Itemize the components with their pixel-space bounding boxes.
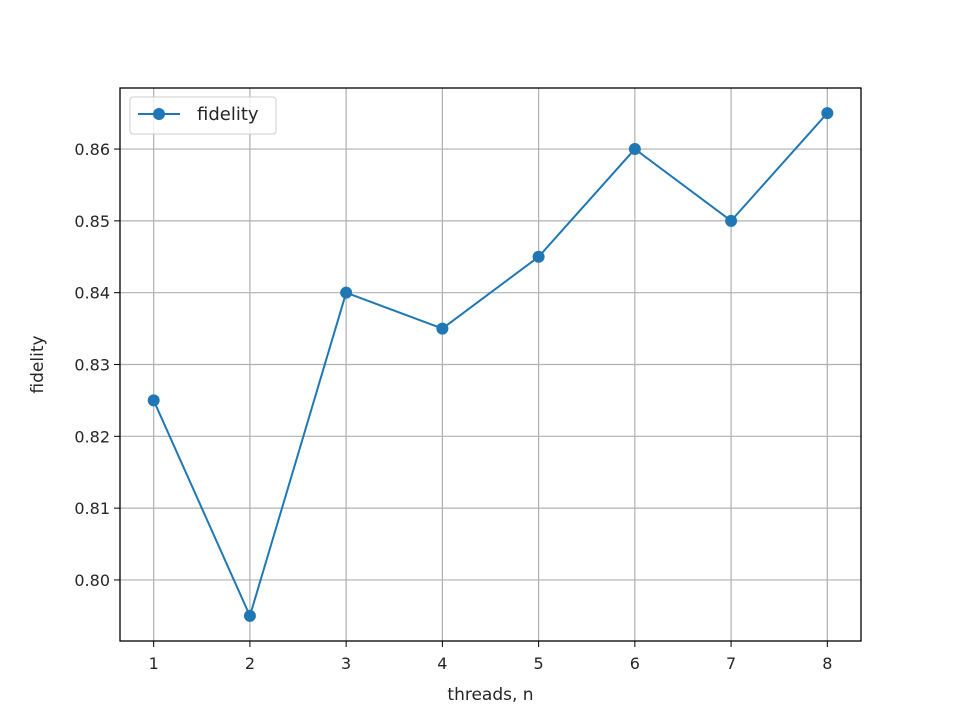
y-tick-label: 0.83	[74, 356, 110, 375]
legend: fidelity	[129, 96, 277, 135]
x-tick-label: 8	[822, 654, 832, 673]
y-tick-label: 0.86	[74, 140, 110, 159]
y-tick-label: 0.82	[74, 427, 110, 446]
series-fidelity	[147, 107, 834, 622]
grid	[120, 88, 861, 641]
data-point	[243, 609, 256, 622]
x-tick-label: 5	[534, 654, 544, 673]
data-point	[436, 322, 449, 335]
y-tick-label: 0.85	[74, 212, 110, 231]
y-axis-ticks: 0.80 0.81 0.82 0.83 0.84 0.85 0.86	[74, 140, 120, 590]
series-line	[152, 112, 829, 617]
data-point	[532, 250, 545, 263]
x-tick-label: 2	[245, 654, 255, 673]
data-point	[628, 143, 641, 156]
x-tick-label: 6	[630, 654, 640, 673]
y-tick-label: 0.80	[74, 571, 110, 590]
legend-label-fidelity: fidelity	[197, 104, 259, 125]
x-tick-label: 4	[437, 654, 447, 673]
data-point	[340, 286, 353, 299]
legend-frame	[129, 96, 277, 135]
x-axis-label: threads, n	[447, 685, 533, 705]
x-tick-label: 3	[341, 654, 351, 673]
y-axis-label: fidelity	[28, 335, 48, 393]
data-point	[147, 394, 160, 407]
data-point	[821, 107, 834, 120]
legend-marker-sample	[153, 108, 165, 120]
x-axis-ticks: 1 2 3 4 5 6 7 8	[149, 641, 832, 673]
x-tick-label: 7	[726, 654, 736, 673]
y-tick-label: 0.81	[74, 499, 110, 518]
x-tick-label: 1	[149, 654, 159, 673]
y-tick-label: 0.84	[74, 284, 110, 303]
data-point	[725, 214, 738, 227]
